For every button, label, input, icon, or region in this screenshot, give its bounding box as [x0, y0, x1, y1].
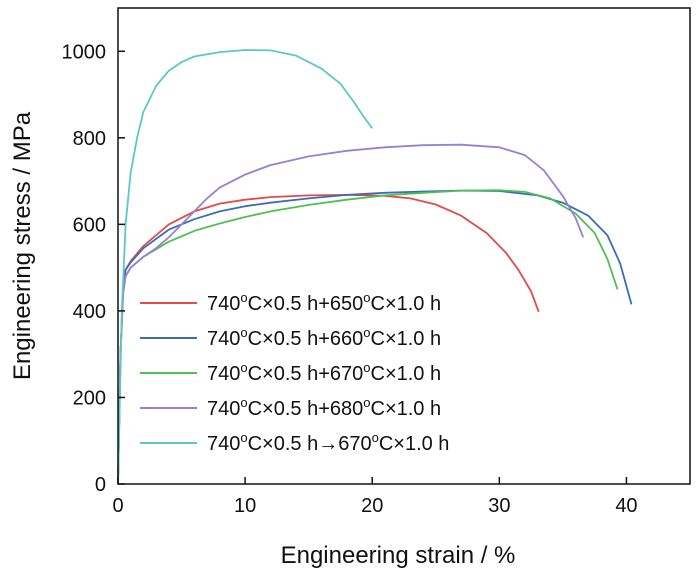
series-line-4: [117, 143, 585, 485]
legend: 740oC×0.5 h+650oC×1.0 h 740oC×0.5 h+660oC…: [140, 290, 449, 455]
legend-label-2: 740oC×0.5 h+660oC×1.0 h: [207, 325, 441, 350]
y-tick-label: 600: [73, 214, 106, 236]
legend-label-4: 740oC×0.5 h+680oC×1.0 h: [207, 395, 441, 420]
y-axis-title: Engineering stress / MPa: [9, 111, 36, 380]
x-tick-label: 0: [112, 495, 123, 517]
legend-label-5: 740oC×0.5 h→670oC×1.0 h: [207, 430, 449, 455]
x-tick-label: 40: [615, 495, 637, 517]
x-axis-title: Engineering strain / %: [281, 542, 516, 569]
x-tick-label: 10: [234, 495, 256, 517]
legend-label-3: 740oC×0.5 h+670oC×1.0 h: [207, 360, 441, 385]
legend-label-1: 740oC×0.5 h+650oC×1.0 h: [207, 290, 441, 315]
x-tick-label: 20: [361, 495, 383, 517]
y-tick-label: 800: [73, 128, 106, 150]
series-line-2: [117, 189, 633, 485]
y-tick-label: 0: [95, 474, 106, 496]
series-line-5: [117, 49, 373, 485]
y-tick-label: 200: [73, 387, 106, 409]
y-tick-label: 1000: [62, 41, 107, 63]
plot-frame: [117, 7, 691, 485]
x-tick-label: 30: [488, 495, 510, 517]
curves-layer: [117, 49, 633, 485]
y-tick-label: 400: [73, 301, 106, 323]
